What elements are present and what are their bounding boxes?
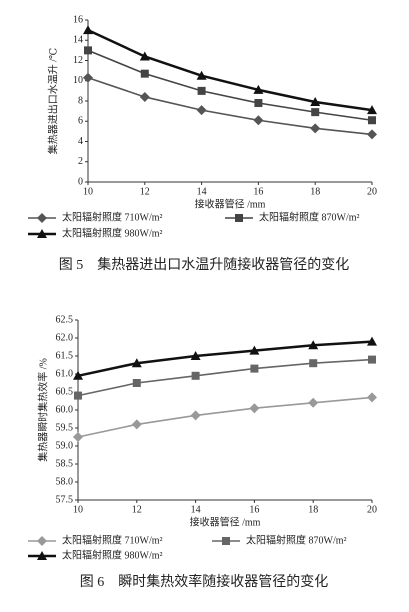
legend-marker xyxy=(37,229,47,238)
data-point xyxy=(140,69,149,78)
legend-label: 太阳辐射照度 870W/m² xyxy=(246,533,347,546)
data-point xyxy=(367,129,377,140)
series-line xyxy=(87,28,373,112)
x-axis-label: 接收器管径 /mm xyxy=(195,197,266,210)
data-point xyxy=(139,91,150,102)
y-axis-label: 集热器瞬时集热效率 /% xyxy=(36,358,49,462)
data-point xyxy=(253,84,264,94)
y-tick-label: 58.5 xyxy=(56,458,74,469)
x-tick-label: 16 xyxy=(253,186,263,197)
data-point xyxy=(73,432,83,442)
series-line xyxy=(87,49,373,122)
data-point xyxy=(190,351,201,360)
data-point xyxy=(132,379,141,387)
data-point xyxy=(253,115,264,126)
data-point xyxy=(197,86,206,95)
data-point xyxy=(249,345,260,355)
y-tick-label: 58.0 xyxy=(56,476,74,487)
y-tick-label: 62.5 xyxy=(56,314,74,325)
data-point xyxy=(196,70,207,80)
x-tick-label: 16 xyxy=(249,504,259,515)
figure-caption: 图 5 集热器进出口水温升随接收器管径的变化 xyxy=(59,256,350,273)
data-point xyxy=(367,392,377,403)
series-line xyxy=(77,340,373,378)
series-line xyxy=(77,396,373,438)
data-point xyxy=(74,391,82,400)
y-tick-label: 6 xyxy=(78,116,83,127)
figure-caption: 图 6 瞬时集热效率随接收器管径的变化 xyxy=(80,573,329,590)
data-point xyxy=(191,371,200,380)
legend-label: 太阳辐射照度 870W/m² xyxy=(259,210,360,223)
x-tick-label: 14 xyxy=(191,504,201,515)
x-tick-label: 10 xyxy=(83,186,93,197)
y-tick-label: 16 xyxy=(73,14,83,25)
data-point xyxy=(367,105,377,115)
y-tick-label: 12 xyxy=(73,55,83,66)
x-tick-label: 12 xyxy=(140,186,150,197)
x-tick-label: 12 xyxy=(132,504,142,515)
legend-marker xyxy=(37,551,47,560)
y-tick-label: 57.5 xyxy=(56,494,74,505)
data-point xyxy=(249,403,260,414)
data-point xyxy=(250,364,259,373)
x-axis-label: 接收器管径 /mm xyxy=(190,515,261,528)
legend-marker xyxy=(37,536,47,546)
data-point xyxy=(83,25,93,35)
y-tick-label: 62.0 xyxy=(56,332,74,343)
legend-label: 太阳辐射照度 710W/m² xyxy=(62,210,163,223)
y-tick-label: 60.5 xyxy=(56,386,74,397)
y-tick-label: 61.0 xyxy=(56,368,74,379)
data-point xyxy=(131,358,142,368)
data-point xyxy=(73,370,83,380)
data-point xyxy=(368,355,376,364)
y-axis-label: 集热器进出口水温升 /℃ xyxy=(46,48,59,154)
y-tick-label: 14 xyxy=(73,35,83,46)
data-point xyxy=(310,123,321,134)
data-point xyxy=(196,105,207,116)
legend-label: 太阳辐射照度 980W/m² xyxy=(62,548,163,561)
data-point xyxy=(368,116,376,125)
data-point xyxy=(139,51,150,61)
x-tick-label: 20 xyxy=(367,186,377,197)
data-point xyxy=(311,108,320,117)
y-tick-label: 59.0 xyxy=(56,440,74,451)
data-point xyxy=(309,359,318,368)
y-tick-label: 0 xyxy=(78,176,83,187)
series-line xyxy=(87,76,373,136)
data-point xyxy=(254,99,263,108)
x-tick-label: 14 xyxy=(197,186,207,197)
y-tick-label: 2 xyxy=(78,156,83,167)
y-tick-label: 8 xyxy=(78,95,83,106)
series-line xyxy=(77,358,373,397)
x-tick-label: 10 xyxy=(73,504,83,515)
data-point xyxy=(190,410,201,421)
data-point xyxy=(84,46,92,55)
x-tick-label: 18 xyxy=(310,186,320,197)
y-tick-label: 61.5 xyxy=(56,350,74,361)
y-tick-label: 10 xyxy=(73,75,83,86)
data-point xyxy=(367,336,377,346)
data-point xyxy=(308,397,319,408)
data-point xyxy=(131,419,142,430)
y-tick-label: 4 xyxy=(78,136,83,147)
data-point xyxy=(308,340,319,350)
legend-marker xyxy=(37,213,47,223)
y-tick-label: 59.5 xyxy=(56,422,74,433)
legend-marker xyxy=(222,537,230,545)
x-tick-label: 20 xyxy=(367,504,377,515)
data-point xyxy=(310,97,321,107)
legend-label: 太阳辐射照度 980W/m² xyxy=(62,226,163,239)
y-tick-label: 60.0 xyxy=(56,404,74,415)
x-tick-label: 18 xyxy=(308,504,318,515)
legend-label: 太阳辐射照度 710W/m² xyxy=(62,533,163,546)
legend-marker xyxy=(235,214,243,222)
data-point xyxy=(83,72,93,83)
